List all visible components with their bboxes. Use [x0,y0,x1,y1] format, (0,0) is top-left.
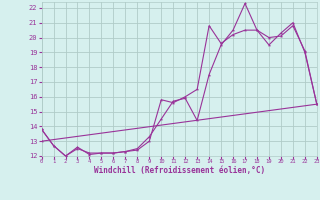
X-axis label: Windchill (Refroidissement éolien,°C): Windchill (Refroidissement éolien,°C) [94,166,265,175]
